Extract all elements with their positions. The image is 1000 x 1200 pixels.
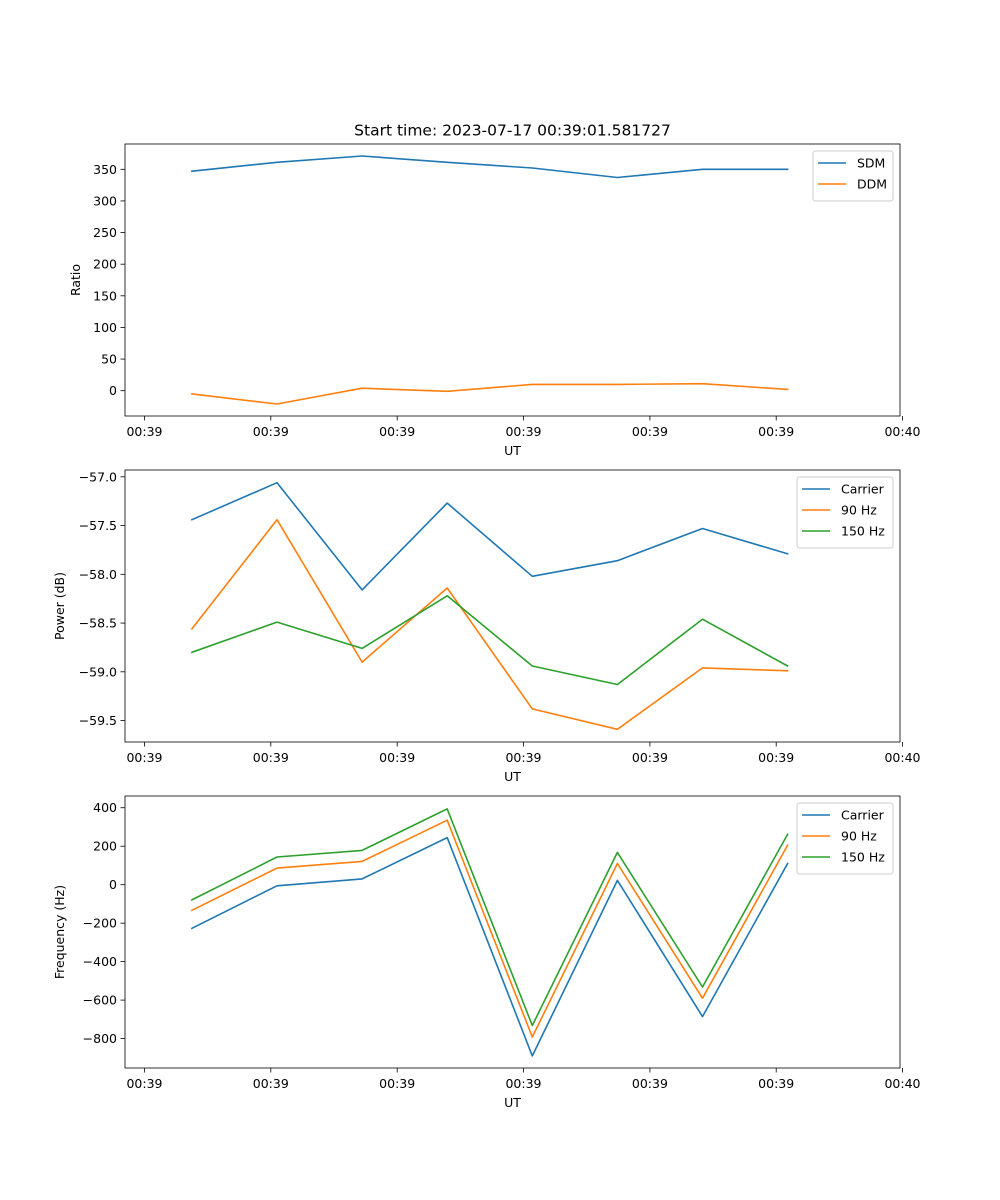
chart-title: Start time: 2023-07-17 00:39:01.581727	[354, 122, 671, 140]
legend-label: 90 Hz	[841, 503, 877, 518]
legend: SDM DDM	[812, 150, 894, 202]
series-line-carrier	[190, 481, 789, 591]
x-tick-label: 00:39	[253, 1076, 289, 1091]
y-tick-label: 200	[93, 257, 117, 272]
x-tick-label: 00:39	[632, 1076, 668, 1091]
series-line-150-hz	[190, 808, 789, 1027]
axes-frame	[124, 469, 901, 743]
x-tick-label: 00:39	[379, 750, 415, 765]
y-tick-label: −200	[83, 916, 117, 931]
y-tick-label: −800	[83, 1031, 117, 1046]
x-axis-label: UT	[504, 443, 521, 458]
y-tick-label: −600	[83, 993, 117, 1008]
y-tick-label: −57.5	[79, 518, 117, 533]
series-line-150-hz	[190, 594, 789, 686]
x-tick-label: 00:39	[126, 750, 162, 765]
y-tick-label: 400	[93, 800, 117, 815]
y-tick-label: −59.5	[79, 713, 117, 728]
chart-panel-3: 00:39 00:39 00:39 00:39 00:39 00:39 00:40 400 20…	[52, 795, 921, 1110]
y-tick-label: 200	[93, 839, 117, 854]
y-tick-label: 300	[93, 193, 117, 208]
x-tick-label: 00:39	[505, 424, 541, 439]
x-tick-label: 00:39	[126, 424, 162, 439]
x-tick-label: 00:40	[884, 1076, 920, 1091]
x-tick-label: 00:39	[758, 1076, 794, 1091]
y-tick-label: 350	[93, 162, 117, 177]
axes-frame	[124, 795, 901, 1069]
legend-label: 90 Hz	[841, 829, 877, 844]
x-tick-label: 00:39	[126, 1076, 162, 1091]
x-tick-label: 00:39	[379, 424, 415, 439]
y-tick-label: 0	[109, 877, 117, 892]
series-line-ddm	[191, 382, 789, 405]
series-line-sdm	[191, 155, 789, 179]
x-tick-label: 00:39	[253, 750, 289, 765]
legend-label: 150 Hz	[841, 850, 885, 865]
x-tick-label: 00:39	[632, 750, 668, 765]
legend: Carrier 90 Hz 150 Hz	[796, 476, 894, 549]
x-tick-label: 00:39	[505, 750, 541, 765]
x-tick-label: 00:39	[758, 424, 794, 439]
legend-label: 150 Hz	[841, 524, 885, 539]
legend-label: Carrier	[841, 808, 885, 823]
legend: Carrier 90 Hz 150 Hz	[796, 802, 894, 875]
x-tick-label: 00:39	[253, 424, 289, 439]
series-line-90-hz	[190, 819, 789, 1038]
series-line-90-hz	[190, 518, 789, 731]
y-tick-label: 0	[109, 383, 117, 398]
legend-label: SDM	[857, 156, 885, 171]
y-axis-label: Frequency (Hz)	[52, 885, 67, 979]
y-tick-label: 250	[93, 225, 117, 240]
x-tick-label: 00:39	[758, 750, 794, 765]
legend-label: Carrier	[841, 482, 885, 497]
chart-panel-1: 00:39 00:39 00:39 00:39 00:39 00:39 00:40 0 50 10…	[68, 143, 921, 458]
x-tick-label: 00:40	[884, 750, 920, 765]
x-tick-label: 00:39	[379, 1076, 415, 1091]
y-tick-label: −400	[83, 954, 117, 969]
x-tick-label: 00:39	[505, 1076, 541, 1091]
y-tick-label: 100	[93, 320, 117, 335]
y-tick-label: 150	[93, 288, 117, 303]
y-tick-label: −58.0	[79, 567, 117, 582]
y-axis-label: Ratio	[68, 264, 83, 296]
legend-label: DDM	[857, 177, 887, 192]
y-axis-label: Power (dB)	[52, 572, 67, 640]
series-line-carrier	[190, 836, 789, 1057]
chart-panel-2: 00:39 00:39 00:39 00:39 00:39 00:39 00:40 −57.0…	[52, 469, 921, 784]
y-tick-label: 50	[101, 352, 117, 367]
x-tick-label: 00:39	[632, 424, 668, 439]
x-tick-label: 00:40	[884, 424, 920, 439]
y-tick-label: −58.5	[79, 616, 117, 631]
x-axis-label: UT	[504, 769, 521, 784]
axes-frame	[124, 143, 901, 417]
y-tick-label: −57.0	[79, 469, 117, 484]
y-tick-label: −59.0	[79, 664, 117, 679]
x-axis-label: UT	[504, 1095, 521, 1110]
